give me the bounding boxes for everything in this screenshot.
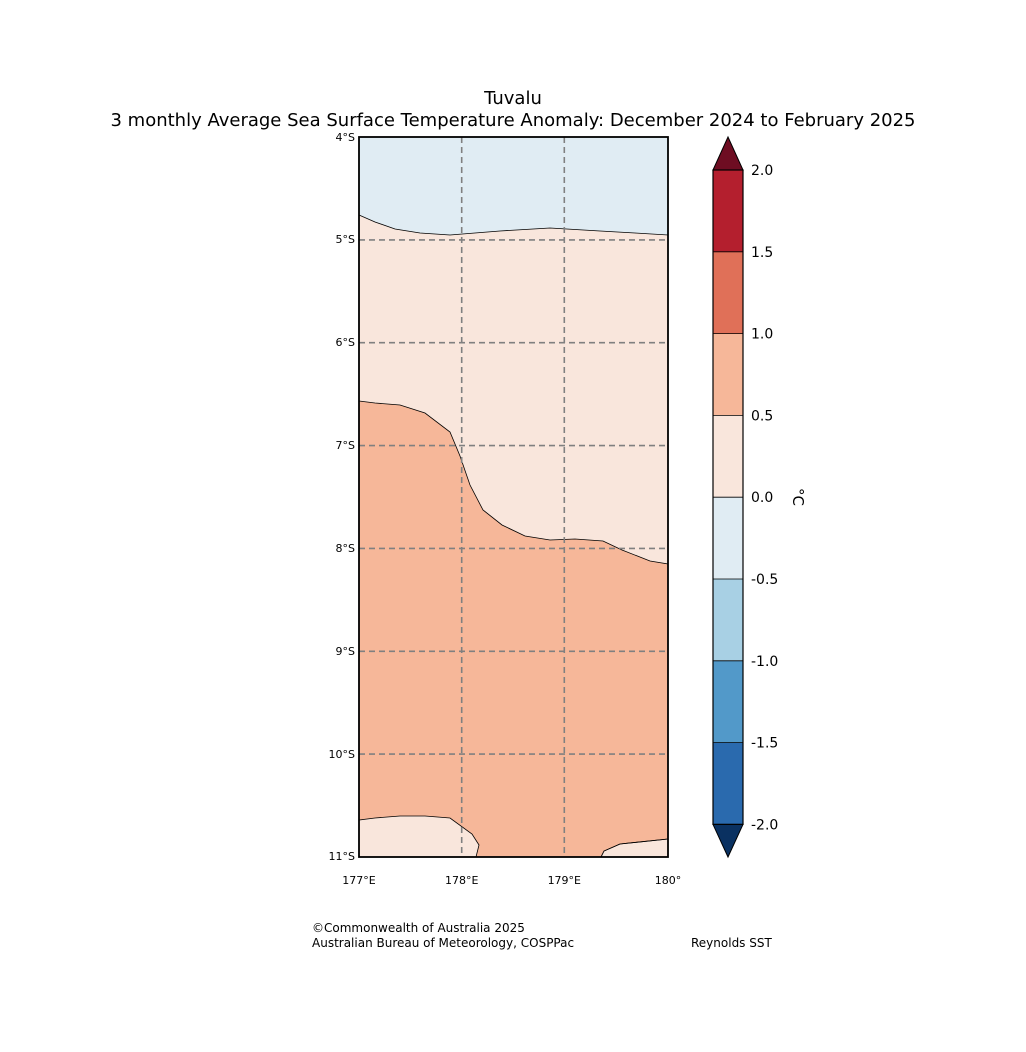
lon-tick-label: 178°E [445,874,478,887]
region-anomaly-neg0.5-to-0 [358,136,669,236]
colorbar-tick-label: -0.5 [751,572,778,588]
colorbar-tick-labels: 2.0 1.5 1.0 0.5 0.0 -0.5 -1.0 -1.5 -2.0 [751,163,778,833]
colorbar-band [713,742,743,825]
colorbar-band [713,170,743,252]
lon-tick-label: 180° [655,874,682,887]
colorbar-tick-label: -1.5 [751,736,778,752]
colorbar-band [713,497,743,579]
map-gridlines [359,137,668,857]
lat-tick-label: 9°S [336,645,355,658]
colorbar-tick-label: 0.0 [751,490,773,506]
lat-tick-label: 8°S [336,542,355,555]
map-frame [358,136,669,858]
colorbar-tick-label: 1.0 [751,327,773,343]
colorbar-band [713,579,743,661]
lat-tick-label: 11°S [329,850,355,863]
colorbar-unit-label: °C [789,488,807,506]
colorbar-band [713,660,743,743]
copyright-text: ©Commonwealth of Australia 2025 [312,921,525,935]
lon-tick-labels: 177°E 178°E 179°E 180° [342,874,681,887]
lat-tick-label: 6°S [336,336,355,349]
colorbar-band [713,251,743,334]
lon-tick-label: 179°E [548,874,581,887]
colorbar-frame [712,169,744,826]
lon-tick-label: 177°E [342,874,375,887]
lat-tick-labels: 4°S 5°S 6°S 7°S 8°S 9°S 10°S 11°S [329,131,355,863]
agency-text: Australian Bureau of Meteorology, COSPPa… [312,936,575,950]
lat-tick-label: 7°S [336,439,355,452]
colorbar-dividers [713,251,743,743]
region-anomaly-0.5-to-1.0 [358,400,669,858]
map-subtitle: 3 monthly Average Sea Surface Temperatur… [110,110,916,131]
colorbar-band [713,333,743,416]
colorbar-tick-label: 2.0 [751,163,773,179]
map-title: Tuvalu [484,88,542,109]
lat-tick-label: 4°S [336,131,355,144]
lat-tick-label: 10°S [329,748,355,761]
data-source-text: Reynolds SST [691,936,772,950]
colorbar-tick-label: -1.0 [751,654,778,670]
map-regions [358,136,669,858]
colorbar-tick-label: 0.5 [751,408,773,424]
contour-bottom-right [600,838,669,858]
colorbar-band [713,415,743,498]
colorbar-tick-label: -2.0 [751,817,778,833]
colorbar-extend-top [712,135,744,171]
lat-tick-label: 5°S [336,233,355,246]
colorbar-tick-label: 1.5 [751,245,773,261]
colorbar [712,135,744,859]
colorbar-extend-bottom [712,823,744,859]
